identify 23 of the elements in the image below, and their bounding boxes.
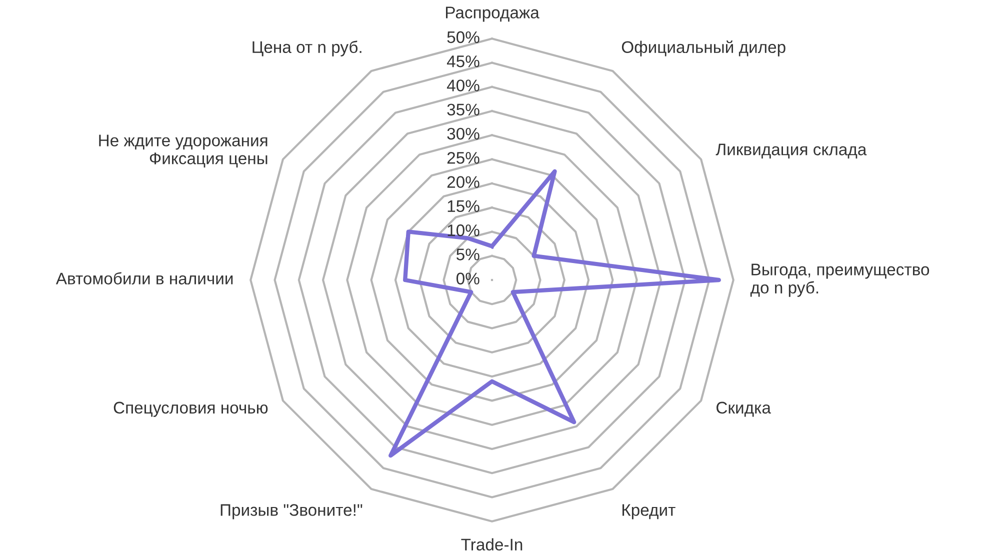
spoke-label: Цена от n руб.: [252, 40, 362, 56]
spoke-label: Скидка: [716, 402, 771, 417]
spoke-label: Призыв "Звоните!": [220, 504, 362, 520]
y-tick-label: 30%: [447, 128, 480, 140]
spoke-label: Официальный дилер: [622, 40, 786, 56]
y-tick-label: 20%: [447, 176, 480, 188]
y-tick-label: 40%: [446, 80, 480, 92]
y-tick-label: 35%: [447, 104, 480, 116]
y-tick-label: 10%: [448, 224, 480, 236]
spoke-label: Не ждите удорожания Фиксация цены: [99, 134, 268, 168]
y-tick-label: 25%: [447, 152, 480, 164]
spoke-label: Trade-In: [461, 538, 522, 551]
y-tick-label: 0%: [456, 272, 480, 284]
spoke-label: Спецусловия ночью: [114, 402, 268, 417]
spoke-label: Выгода, преимущество до n руб.: [750, 264, 930, 297]
spoke-label: Ликвидация склада: [716, 144, 867, 158]
y-tick-label: 45%: [446, 56, 480, 68]
spoke-label: Автомобили в наличии: [56, 272, 233, 284]
spoke-label: Распродажа: [446, 6, 540, 22]
y-tick-label: 50%: [447, 31, 480, 44]
spoke-label: Кредит: [622, 504, 676, 520]
y-tick-label: 15%: [448, 200, 480, 212]
y-tick-label: 5%: [456, 248, 480, 260]
